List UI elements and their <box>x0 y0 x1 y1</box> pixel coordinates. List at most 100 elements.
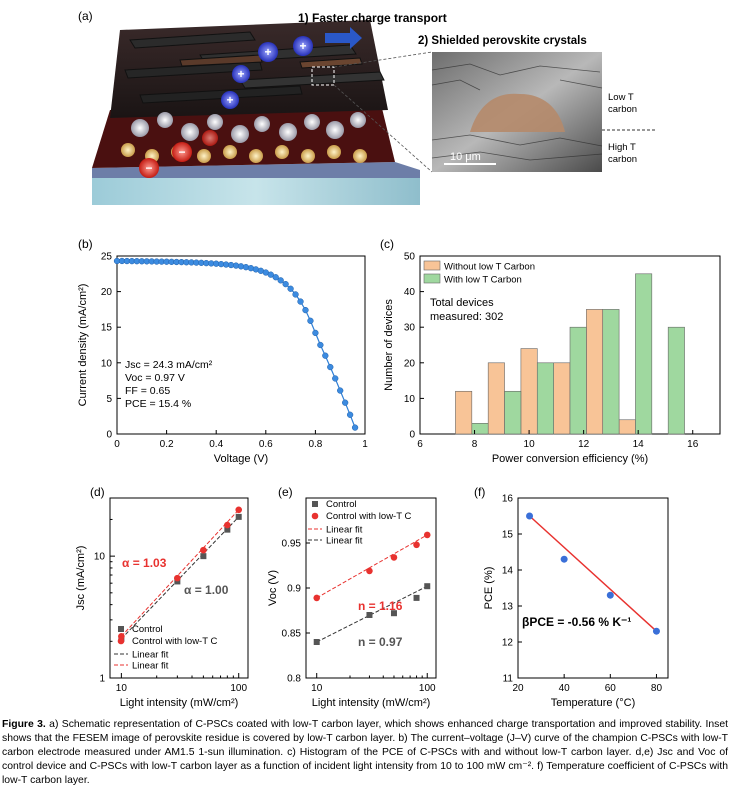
label-shielded-crystals: 2) Shielded perovskite crystals <box>418 35 587 47</box>
bar-without-low-t <box>455 390 473 435</box>
y-tick-label: 30 <box>404 323 416 334</box>
jv-data-point <box>297 298 304 305</box>
svg-text:+: + <box>299 39 306 53</box>
legend-fit-label: Linear fit <box>132 661 169 672</box>
control-point <box>424 583 431 590</box>
legend-control-marker <box>312 501 318 507</box>
jv-annotation: Jsc = 24.3 mA/cm² <box>125 359 213 371</box>
legend-low-t-marker <box>117 637 125 645</box>
x-tick-label: 0 <box>114 439 120 450</box>
n-control: n = 0.97 <box>358 635 403 649</box>
caption-label: Figure 3. <box>2 719 46 730</box>
n-low-t: n = 1.16 <box>358 599 403 613</box>
legend-fit-label: Linear fit <box>326 536 363 547</box>
legend-label: Without low T Carbon <box>444 262 535 273</box>
x-tick-label: 20 <box>512 683 524 694</box>
legend-control-label: Control <box>132 624 163 635</box>
y-tick-label: 20 <box>404 358 416 369</box>
jv-data-point <box>322 352 329 359</box>
alpha-low-t: α = 1.03 <box>122 556 167 570</box>
low-t-point <box>224 521 231 529</box>
legend-label: With low T Carbon <box>444 275 522 286</box>
beta-pce-annotation: βPCE = -0.56 % K⁻¹ <box>522 615 631 629</box>
pce-data-point <box>526 512 534 520</box>
x-tick-label: 8 <box>472 439 478 450</box>
plot-frame <box>109 497 249 679</box>
svg-text:+: + <box>264 45 271 59</box>
jv-data-point <box>312 329 319 337</box>
jv-annotation: PCE = 15.4 % <box>125 398 191 410</box>
alpha-control: α = 1.00 <box>184 583 229 597</box>
x-tick-label: 0.4 <box>209 439 223 450</box>
y-tick-label: 20 <box>101 287 113 298</box>
legend-low-t-label: Control with low-T C <box>326 511 411 522</box>
panel-a-letter: (a) <box>78 9 93 23</box>
svg-text:−: − <box>145 161 152 175</box>
jv-data-point <box>272 274 279 281</box>
panel-c-letter: (c) <box>380 237 394 251</box>
bar-without-low-t <box>618 419 636 435</box>
bar-with-low-t <box>569 326 587 435</box>
glass-substrate <box>92 170 420 205</box>
x-tick-label: 0.2 <box>160 439 174 450</box>
legend-low-t-label: Control with low-T C <box>132 636 217 647</box>
y-axis-label: Jsc (mA/cm²) <box>75 546 87 611</box>
linear-fit-line <box>121 509 240 637</box>
low-t-point <box>390 554 398 561</box>
scale-bar-label: 10 μm <box>450 151 481 163</box>
x-tick-label: 1 <box>362 439 368 450</box>
y-tick-label: 0 <box>409 430 415 441</box>
x-tick-label: 10 <box>116 683 128 694</box>
bar-with-low-t <box>602 309 620 435</box>
figure-caption: Figure 3. a) Schematic representation of… <box>2 718 728 788</box>
control-point <box>200 553 207 560</box>
jv-data-point <box>342 399 349 406</box>
label-faster-transport: 1) Faster charge transport <box>298 11 447 25</box>
y-tick-label: 25 <box>101 252 113 263</box>
low-t-point <box>313 594 321 602</box>
jv-annotation: FF = 0.65 <box>125 385 170 397</box>
jv-data-point <box>327 363 334 371</box>
low-t-point <box>200 546 207 554</box>
control-point <box>313 639 320 645</box>
jv-data-point <box>307 317 314 324</box>
y-tick-label: 0.8 <box>287 674 301 685</box>
x-tick-label: 6 <box>417 439 423 450</box>
low-t-point <box>118 632 125 640</box>
x-tick-label: 40 <box>559 683 571 694</box>
legend-swatch <box>423 273 441 284</box>
metal-oxide-spheres <box>121 112 367 163</box>
bar-without-low-t <box>586 309 604 435</box>
x-tick-label: 100 <box>230 683 247 694</box>
control-point <box>366 612 373 618</box>
y-tick-label: 0.95 <box>282 539 302 550</box>
total-devices-annotation: Total devices <box>430 297 494 309</box>
bar-with-low-t <box>504 390 522 435</box>
low-t-point <box>413 541 420 549</box>
x-tick-label: 80 <box>651 683 663 694</box>
y-tick-label: 0.85 <box>282 629 302 640</box>
y-tick-label: 40 <box>404 287 416 298</box>
jv-data-point <box>277 277 284 284</box>
y-tick-label: 0.9 <box>287 584 301 595</box>
control-point <box>390 610 397 617</box>
jv-data-point <box>317 341 324 349</box>
transport-arrow <box>325 27 362 49</box>
x-axis-label: Temperature (°C) <box>551 697 635 709</box>
bar-with-low-t <box>667 326 685 435</box>
y-tick-label: 14 <box>502 566 514 577</box>
low-t-point <box>235 506 243 514</box>
bar-without-low-t <box>553 362 571 435</box>
sem-texture <box>431 63 603 161</box>
plot-frame <box>517 497 669 679</box>
jv-data-point <box>267 271 274 278</box>
jv-data-point <box>302 306 309 314</box>
y-tick-label: 10 <box>101 358 113 369</box>
pce-data-point <box>652 627 660 635</box>
y-tick-label: 1 <box>99 674 105 685</box>
x-axis-label: Voltage (V) <box>214 453 268 465</box>
panel-a-schematic: (a) + + + + − − 1) Faster c <box>78 9 656 205</box>
chart-e-voc-vs-intensity: (e) 10 100 0.8 0.85 0.9 0.95 Light intensity (m… <box>267 485 437 709</box>
